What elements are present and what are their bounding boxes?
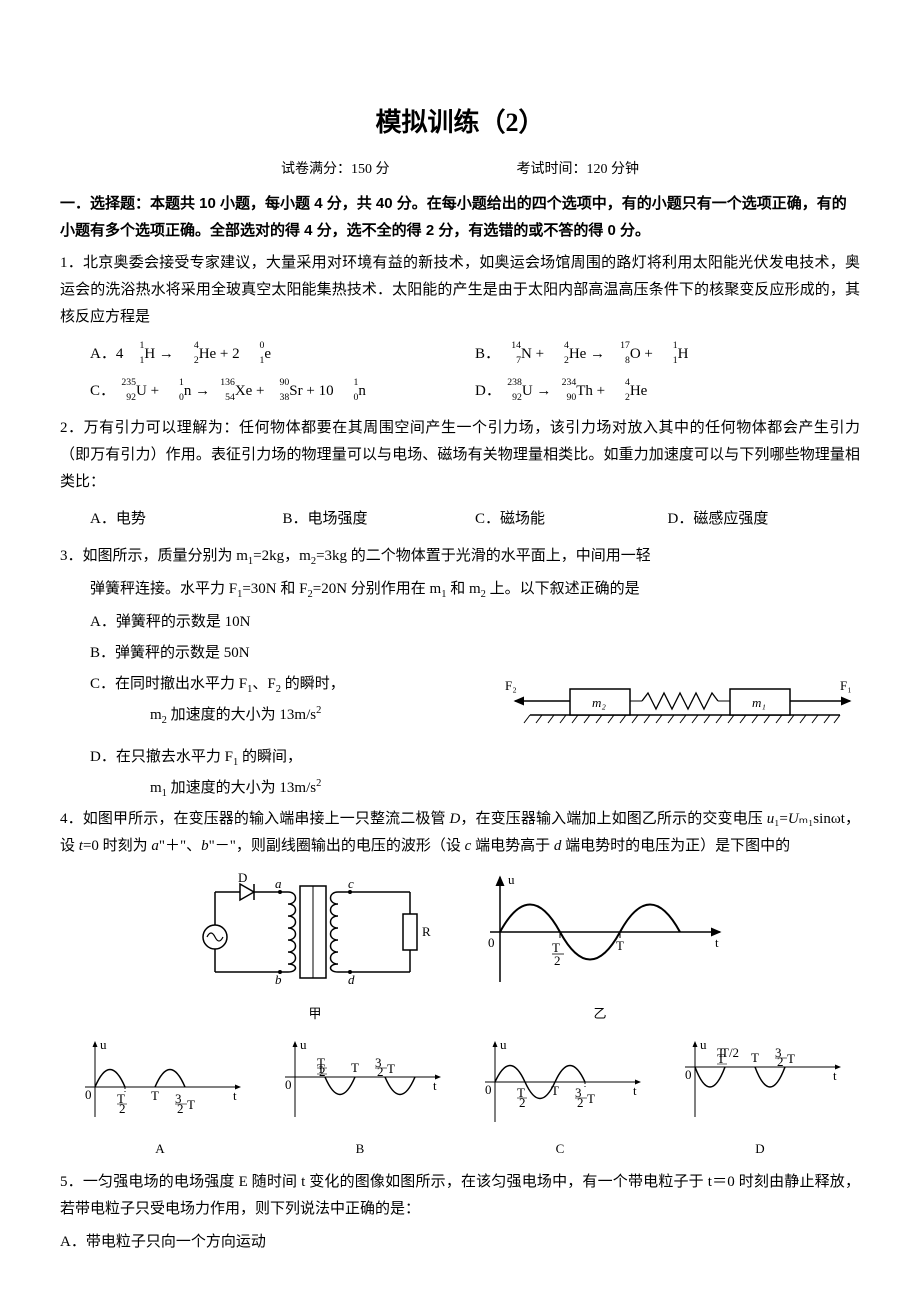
q3-opt-d2: m1 加速度的大小为 13m/s2: [90, 775, 860, 802]
svg-text:2: 2: [519, 1095, 526, 1110]
q1-opt-d: D．23892U → 23490Th + 42He: [475, 378, 860, 405]
svg-text:T/2: T/2: [721, 1045, 739, 1060]
q1-opt-a: A．411H → 42He + 2 01e: [90, 341, 475, 368]
svg-text:2: 2: [777, 1054, 784, 1069]
svg-text:0: 0: [488, 935, 495, 950]
svg-text:T: T: [787, 1051, 795, 1066]
section-1-header: 一．选择题：本题共 10 小题，每小题 4 分，共 40 分。在每小题给出的四个…: [60, 190, 860, 244]
q2-opt-a: A．电势: [90, 506, 283, 533]
meta-full-score: 试卷满分：150 分: [281, 162, 390, 177]
page-title: 模拟训练（2）: [60, 100, 860, 147]
q3-opt-a: A．弹簧秤的示数是 10N: [90, 609, 860, 636]
svg-text:T: T: [351, 1060, 359, 1075]
q1-opt-b: B．147N + 42He → 178O + 11H: [475, 341, 860, 368]
svg-text:T: T: [551, 1083, 559, 1098]
svg-text:u: u: [300, 1037, 307, 1052]
q4-fig-top: D a b c d: [60, 872, 860, 1025]
q4-sine-input-icon: u t 0 T2 T: [470, 872, 730, 992]
q3-fig-f1: F₁: [840, 678, 852, 693]
q4-cap-jia: 甲: [190, 1002, 440, 1025]
svg-text:t: t: [233, 1088, 237, 1103]
meta-row: 试卷满分：150 分 考试时间：120 分钟: [60, 157, 860, 182]
q3-opt-d: D．在只撤去水平力 F1 的瞬间，: [90, 744, 860, 771]
svg-text:t: t: [633, 1083, 637, 1098]
svg-text:T: T: [387, 1061, 395, 1076]
q3-stem2: 弹簧秤连接。水平力 F1=30N 和 F2=20N 分别作用在 m1 和 m2 …: [60, 576, 860, 603]
q4-opt-d-icon: u t 0 T T T 32T T/2: [675, 1037, 845, 1127]
svg-text:a: a: [275, 876, 282, 891]
q2-stem: 2．万有引力可以理解为：任何物体都要在其周围空间产生一个引力场，该引力场对放入其…: [60, 415, 860, 496]
q1-opt-c: C．23592U + 10n → 13654Xe + 9038Sr + 10 1…: [90, 378, 475, 405]
q4-opt-a-cap: A: [75, 1137, 245, 1160]
q1-opts-row1: A．411H → 42He + 2 01e B．147N + 42He → 17…: [90, 341, 860, 368]
svg-text:b: b: [275, 972, 282, 987]
q3-fig-f2: F₂: [505, 678, 517, 693]
svg-text:2: 2: [577, 1095, 584, 1110]
svg-text:0: 0: [85, 1087, 92, 1102]
svg-text:R: R: [422, 924, 431, 939]
svg-text:c: c: [348, 876, 354, 891]
svg-text:u: u: [100, 1037, 107, 1052]
q4-opt-b-icon: u t 0 T T2 T 32T: [275, 1037, 445, 1127]
q5-stem: 5．一匀强电场的电场强度 E 随时间 t 变化的图像如图所示，在该匀强电场中，有…: [60, 1169, 860, 1223]
svg-text:D: D: [238, 872, 247, 885]
svg-text:2: 2: [177, 1101, 184, 1116]
svg-text:2: 2: [377, 1064, 384, 1079]
svg-text:0: 0: [685, 1067, 692, 1082]
svg-text:T: T: [151, 1088, 159, 1103]
q5-opt-a: A．带电粒子只向一个方向运动: [60, 1229, 860, 1256]
q3-stem: 3．如图所示，质量分别为 m1=2kg，m2=3kg 的二个物体置于光滑的水平面…: [60, 543, 860, 570]
q4-opt-c-icon: u t 0 T2 T 32T: [475, 1037, 645, 1127]
q4-opt-c-cap: C: [475, 1137, 645, 1160]
svg-text:0: 0: [485, 1082, 492, 1097]
q4-cap-yi: 乙: [470, 1002, 730, 1025]
svg-text:0: 0: [285, 1077, 292, 1092]
svg-text:T: T: [751, 1050, 759, 1065]
meta-time: 考试时间：120 分钟: [517, 162, 640, 177]
svg-text:d: d: [348, 972, 355, 987]
q4-opt-d-cap: D: [675, 1137, 845, 1160]
svg-text:2: 2: [554, 953, 561, 968]
q3-fig-m2: m₂: [592, 695, 606, 710]
svg-text:t: t: [833, 1068, 837, 1083]
q2-opt-b: B．电场强度: [283, 506, 476, 533]
svg-text:2: 2: [319, 1064, 326, 1079]
q4-opt-b-cap: B: [275, 1137, 445, 1160]
q1-stem: 1．北京奥委会接受专家建议，大量采用对环境有益的新技术，如奥运会场馆周围的路灯将…: [60, 250, 860, 331]
q2-opt-d: D．磁感应强度: [668, 506, 861, 533]
q4-options-fig: u t 0 T2 T 32T A u t 0 T T2: [60, 1037, 860, 1160]
q1-opts-row2: C．23592U + 10n → 13654Xe + 9038Sr + 10 1…: [90, 378, 860, 405]
q4-stem: 4．如图甲所示，在变压器的输入端串接上一只整流二极管 D，在变压器输入端加上如图…: [60, 806, 860, 860]
svg-text:t: t: [715, 935, 719, 950]
svg-text:u: u: [508, 872, 515, 887]
svg-text:u: u: [700, 1037, 707, 1052]
q3-opt-b: B．弹簧秤的示数是 50N: [90, 640, 860, 667]
q3-figure: F₂ m₂ m₁ F₁: [500, 675, 860, 740]
svg-text:2: 2: [119, 1101, 126, 1116]
q4-opt-a-icon: u t 0 T2 T 32T: [75, 1037, 245, 1127]
svg-text:T: T: [616, 938, 624, 953]
svg-text:T: T: [587, 1091, 595, 1106]
q4-transformer-icon: D a b c d: [190, 872, 440, 992]
svg-text:t: t: [433, 1078, 437, 1093]
q2-opts: A．电势 B．电场强度 C．磁场能 D．磁感应强度: [90, 506, 860, 533]
q3-fig-m1: m₁: [752, 695, 766, 710]
svg-text:u: u: [500, 1037, 507, 1052]
svg-text:T: T: [187, 1097, 195, 1112]
q2-opt-c: C．磁场能: [475, 506, 668, 533]
